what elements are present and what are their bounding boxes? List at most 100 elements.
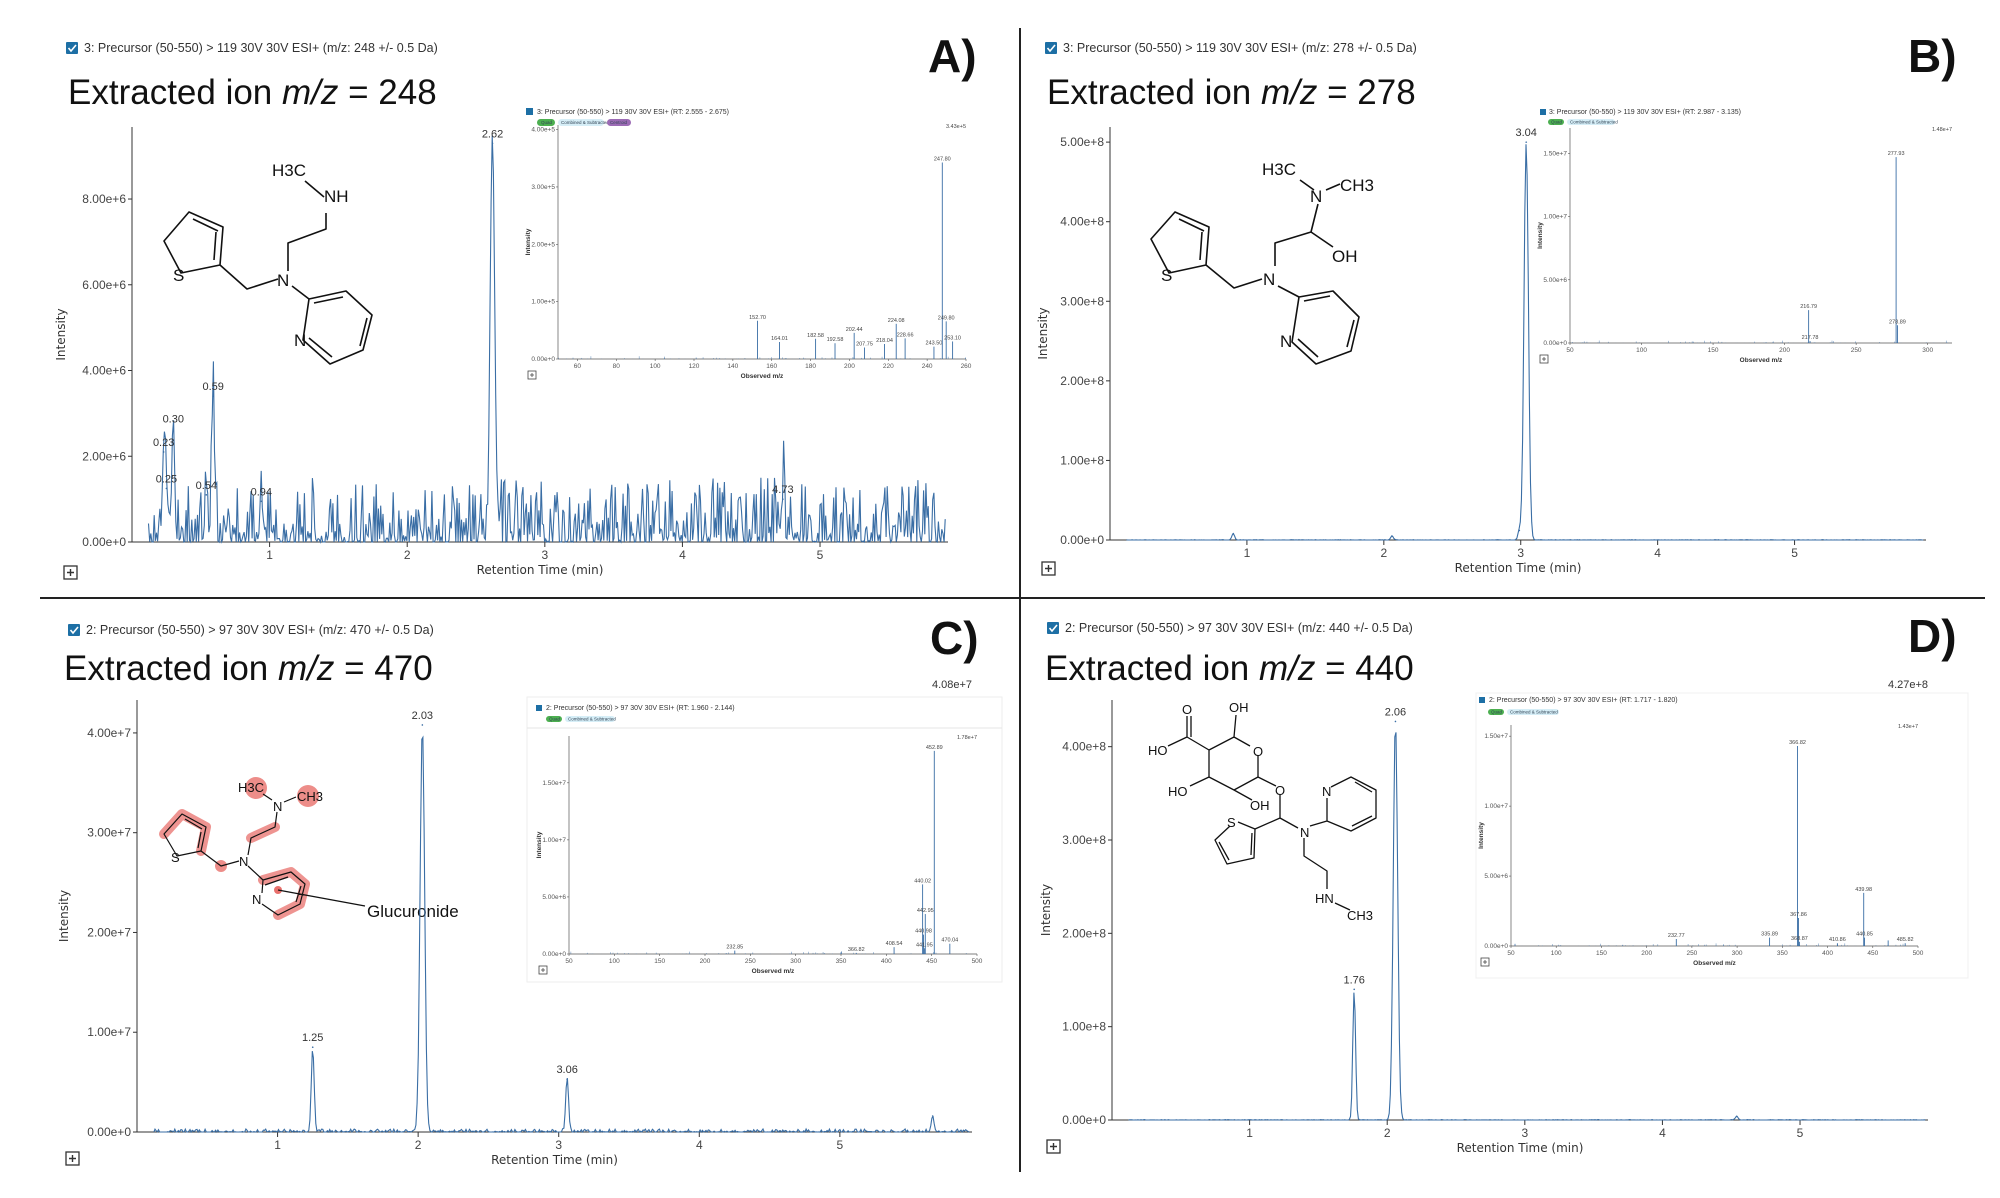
y-tick-label: 0.00e+0 xyxy=(1062,1113,1106,1127)
x-tick-label: 4 xyxy=(1654,546,1661,560)
inset-checkbox[interactable] xyxy=(1479,697,1485,703)
panel-title: Extracted ion m/z = 278 xyxy=(1047,73,1416,112)
peak-label: 1.25 xyxy=(302,1032,323,1044)
peak-apex xyxy=(1391,535,1393,537)
spectrum-peak-label: 253.10 xyxy=(944,335,961,341)
expand-button[interactable] xyxy=(63,565,78,580)
x-tick-label: 1 xyxy=(1244,546,1251,560)
expand-button[interactable] xyxy=(65,1151,80,1166)
series-checkbox[interactable] xyxy=(1047,622,1059,634)
expand-button[interactable] xyxy=(1041,561,1056,576)
inset-y-axis-label: Intensity xyxy=(1478,822,1485,849)
inset-x-tick-label: 400 xyxy=(1822,950,1833,957)
peak-label: 0.23 xyxy=(153,437,174,449)
spectrum-peak-label: 278.89 xyxy=(1889,319,1906,325)
svg-text:HN: HN xyxy=(1315,891,1334,906)
chip-centroid: Centroid xyxy=(607,119,631,126)
svg-text:Quad: Quad xyxy=(549,717,561,722)
x-axis-label: Retention Time (min) xyxy=(477,563,604,577)
chemical-structure: H3C NH S N N xyxy=(163,161,373,365)
check-icon xyxy=(1048,624,1058,633)
inset-expand-button[interactable] xyxy=(1480,957,1490,967)
spectrum-peak-label: 202.44 xyxy=(846,327,863,333)
svg-text:N: N xyxy=(294,331,306,350)
chemical-structure: O OH HO O HO OH O S N N HN CH3 xyxy=(1148,700,1377,923)
inset-x-tick-label: 450 xyxy=(1867,950,1878,957)
spectrum-peak-label: 218.04 xyxy=(876,338,893,344)
mass-spectrum-inset-a: 3: Precursor (50-550) > 119 30V 30V ESI+… xyxy=(525,105,981,395)
inset-checkbox[interactable] xyxy=(526,108,533,115)
panel-letter: B) xyxy=(1908,30,1957,82)
spectrum-peak-label: 152.70 xyxy=(749,315,766,321)
check-icon xyxy=(69,626,79,635)
svg-text:HO: HO xyxy=(1168,784,1188,799)
svg-text:Quad: Quad xyxy=(1491,710,1503,715)
chromatogram-b: 0.00e+0 1.00e+8 2.00e+8 3.00e+8 4.00e+8 5.00e… xyxy=(1036,127,1926,576)
inset-checkbox[interactable] xyxy=(1540,109,1546,115)
inset-y-tick-label: 1.00e+5 xyxy=(531,299,555,306)
inset-expand-button[interactable] xyxy=(527,370,537,380)
inset-expand-button[interactable] xyxy=(1539,354,1549,364)
inset-y-tick-label: 0.00e+0 xyxy=(1543,340,1567,347)
inset-y-tick-label: 1.00e+7 xyxy=(1543,214,1567,221)
peak-apex xyxy=(311,1046,314,1048)
y-tick-label: 0.00e+0 xyxy=(87,1125,131,1139)
chromatogram-trace xyxy=(1128,732,1926,1121)
peak-label: 0.94 xyxy=(251,486,272,498)
mass-spectrum-inset-b: 3: Precursor (50-550) > 119 30V 30V ESI+… xyxy=(1537,105,1980,385)
chip-quad: Quad xyxy=(537,119,555,126)
svg-text:S: S xyxy=(173,266,184,285)
svg-text:Combined & Subtracted: Combined & Subtracted xyxy=(568,717,616,722)
chromatogram-d: 0.00e+01.00e+82.00e+83.00e+84.00e+81 2 3 4 5… xyxy=(1039,679,1928,1155)
inset-x-axis-label: Observed m/z xyxy=(752,968,795,975)
peak-apex xyxy=(165,487,168,490)
spectrum-peak-label: 217.78 xyxy=(1802,335,1819,341)
chromatogram-header: 3: Precursor (50-550) > 119 30V 30V ESI+… xyxy=(84,41,438,55)
y-tick-label: 3.00e+8 xyxy=(1060,294,1104,308)
peak-apex xyxy=(421,724,424,726)
peak-label: 3.04 xyxy=(1516,127,1537,139)
chromatogram-trace xyxy=(147,135,946,544)
y-tick-label: 3.00e+7 xyxy=(87,826,131,840)
inset-x-tick-label: 100 xyxy=(609,958,620,965)
peak-apex xyxy=(172,427,175,430)
peak-apex xyxy=(1394,720,1397,723)
plus-icon xyxy=(1050,1143,1057,1150)
expand-button[interactable] xyxy=(1046,1139,1061,1154)
inset-x-tick-label: 200 xyxy=(700,958,711,965)
inset-x-tick-label: 200 xyxy=(844,363,855,370)
series-checkbox[interactable] xyxy=(1045,42,1057,54)
chip-quad: Quad xyxy=(1488,709,1504,715)
plus-icon xyxy=(541,968,545,972)
chip-combined: Combined & Subtracted xyxy=(1507,709,1559,715)
inset-x-tick-label: 500 xyxy=(972,958,983,965)
spectrum-peak-label: 366.82 xyxy=(1789,740,1806,746)
series-checkbox[interactable] xyxy=(68,624,80,636)
inset-checkbox[interactable] xyxy=(536,705,542,711)
y-tick-label: 6.00e+6 xyxy=(82,278,126,292)
peak-apex xyxy=(260,500,263,503)
inset-x-tick-label: 140 xyxy=(727,363,738,370)
y-tick-label: 2.00e+8 xyxy=(1062,926,1106,940)
x-tick-label: 1 xyxy=(1246,1126,1253,1140)
max-intensity-label: 4.08e+7 xyxy=(932,679,972,691)
inset-x-tick-label: 80 xyxy=(613,363,621,370)
inset-y-axis-label: Intensity xyxy=(536,831,543,858)
panel-d: 2: Precursor (50-550) > 97 30V 30V ESI+ … xyxy=(1039,610,1969,1155)
inset-x-tick-label: 350 xyxy=(836,958,847,965)
inset-x-tick-label: 300 xyxy=(1732,950,1743,957)
spectrum-peak-label: 440.85 xyxy=(1856,932,1873,938)
series-checkbox[interactable] xyxy=(66,42,78,54)
peak-label: 2.03 xyxy=(412,710,433,722)
inset-expand-button[interactable] xyxy=(538,965,548,975)
inset-x-tick-label: 260 xyxy=(961,363,972,370)
panel-b: 3: Precursor (50-550) > 119 30V 30V ESI+… xyxy=(1036,30,1980,576)
svg-text:S: S xyxy=(171,850,180,865)
peak-label: 0.54 xyxy=(196,480,217,492)
peak-label: 1.76 xyxy=(1343,974,1364,986)
spectrum-peak-label: 232.85 xyxy=(726,945,743,951)
y-axis-label: Intensity xyxy=(54,308,68,360)
inset-x-tick-label: 250 xyxy=(1686,950,1697,957)
x-tick-label: 2 xyxy=(415,1138,422,1152)
